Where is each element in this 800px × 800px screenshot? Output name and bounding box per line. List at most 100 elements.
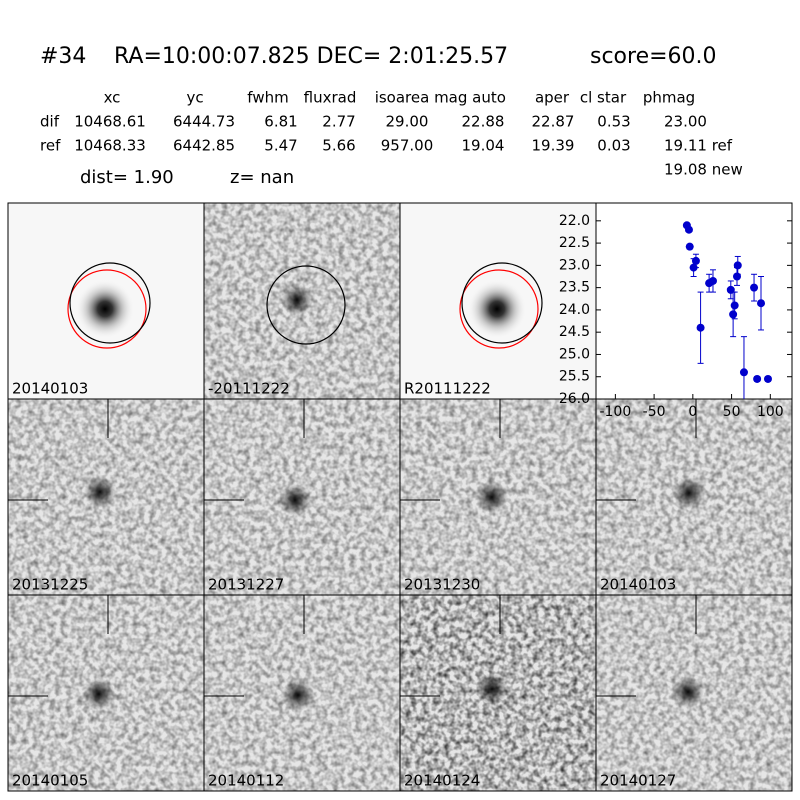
- x-tick-label: 0: [688, 404, 697, 420]
- source: [279, 484, 311, 516]
- y-tick-label: 25.5: [559, 369, 590, 385]
- aperture: [266, 265, 346, 345]
- point: [739, 368, 748, 377]
- point: [733, 261, 742, 270]
- cutout: 20140103: [595, 398, 793, 596]
- y-tick-label: 23.5: [559, 280, 590, 296]
- cell: 5.66: [322, 137, 355, 155]
- cell: 6.81: [264, 113, 297, 131]
- aperture-ref: [459, 269, 539, 349]
- source: [84, 476, 116, 508]
- cutout: 20140127: [595, 594, 793, 792]
- points: [682, 221, 772, 399]
- cutout: R20111222: [399, 202, 597, 400]
- point: [685, 242, 694, 251]
- panel-label: 20140112: [208, 772, 284, 790]
- column-header: mag auto: [434, 89, 506, 107]
- aperture: [69, 262, 151, 344]
- cell: 2.77: [322, 113, 355, 131]
- title: RA=10:00:07.825 DEC= 2:01:25.57: [114, 44, 508, 69]
- point: [730, 301, 739, 310]
- panel-label: 20140103: [600, 576, 676, 594]
- panels: 20140103 -20111222 R20111222 20131225 201312…: [7, 202, 793, 792]
- cell: 0.53: [597, 113, 630, 131]
- x-tick-label: -100: [599, 404, 631, 420]
- cutout: 20140105: [7, 594, 205, 792]
- point: [750, 283, 759, 292]
- cell: 29.00: [386, 113, 429, 131]
- y-tick-label: 22.5: [559, 235, 590, 251]
- panel-label: 20140127: [600, 772, 676, 790]
- column-header: fluxrad: [304, 89, 357, 107]
- point: [691, 256, 700, 265]
- panel-label: -20111222: [208, 380, 290, 398]
- aperture: [461, 262, 543, 344]
- panel-label: 20140124: [404, 772, 480, 790]
- cell: 23.00: [664, 113, 707, 131]
- x-tick-label: -50: [643, 404, 666, 420]
- cell: 957.00: [381, 137, 434, 155]
- cell: 6442.85: [173, 137, 235, 155]
- source: [476, 481, 508, 513]
- y-tick-label: 25.0: [559, 346, 590, 362]
- cell: 19.11 ref: [664, 137, 733, 155]
- cutout: 20131230: [399, 398, 597, 596]
- column-header: phmag: [643, 89, 695, 107]
- column-header: fwhm: [247, 89, 288, 107]
- y-tick-label: 24.0: [559, 302, 590, 318]
- point: [708, 276, 717, 285]
- header: #34 RA=10:00:07.825 DEC= 2:01:25.57 score=…: [40, 44, 743, 188]
- y-tick-label: 24.5: [559, 324, 590, 340]
- source: [83, 678, 115, 710]
- cell: 22.88: [462, 113, 505, 131]
- frame: [595, 594, 793, 792]
- z: z= nan: [230, 167, 294, 188]
- cell: 10468.33: [74, 137, 146, 155]
- cell: 0.03: [597, 137, 630, 155]
- panel-label: R20111222: [404, 380, 491, 398]
- aperture-ref: [67, 269, 147, 349]
- row-label: ref: [40, 137, 61, 155]
- x-tick-label: 50: [723, 404, 741, 420]
- cell: 5.47: [264, 137, 297, 155]
- panel-label: 20140103: [12, 380, 88, 398]
- cell: 10468.61: [74, 113, 146, 131]
- cell: 6444.73: [173, 113, 235, 131]
- y-tick-label: 22.0: [559, 213, 590, 229]
- cell: 19.39: [532, 137, 575, 155]
- column-header: xc: [104, 89, 121, 107]
- point: [729, 310, 738, 319]
- extra: 19.08 new: [664, 161, 743, 179]
- panel-label: 20131225: [12, 576, 88, 594]
- cell: 22.87: [532, 113, 575, 131]
- source: [673, 477, 705, 509]
- point: [684, 225, 693, 234]
- title: #34: [40, 44, 86, 69]
- title: score=60.0: [590, 44, 717, 69]
- cutout: 20140112: [203, 594, 401, 792]
- source: [281, 284, 313, 316]
- source: [75, 279, 135, 339]
- point: [763, 374, 772, 383]
- cutout: 20140124: [399, 594, 597, 792]
- cell: 19.04: [462, 137, 505, 155]
- y-tick-label: 26.0: [559, 391, 590, 407]
- x-tick-label: 100: [757, 404, 784, 420]
- row-label: dif: [40, 113, 60, 131]
- cutout: -20111222: [203, 202, 401, 400]
- source: [282, 679, 314, 711]
- panel-label: 20140105: [12, 772, 88, 790]
- light-curve: 22.0 22.5 23.0 23.5 24.0 24.5 25.0 25.5 26.0 -100…: [559, 202, 793, 420]
- y-tick-label: 23.0: [559, 257, 590, 273]
- point: [757, 299, 766, 308]
- panel-label: 20131227: [208, 576, 284, 594]
- source: [467, 279, 527, 339]
- point: [753, 374, 762, 383]
- cutout: 20140103: [7, 202, 205, 400]
- panel-label: 20131230: [404, 576, 480, 594]
- column-header: aper: [535, 89, 570, 107]
- column-header: isoarea: [375, 89, 430, 107]
- source: [476, 673, 508, 705]
- point: [696, 323, 705, 332]
